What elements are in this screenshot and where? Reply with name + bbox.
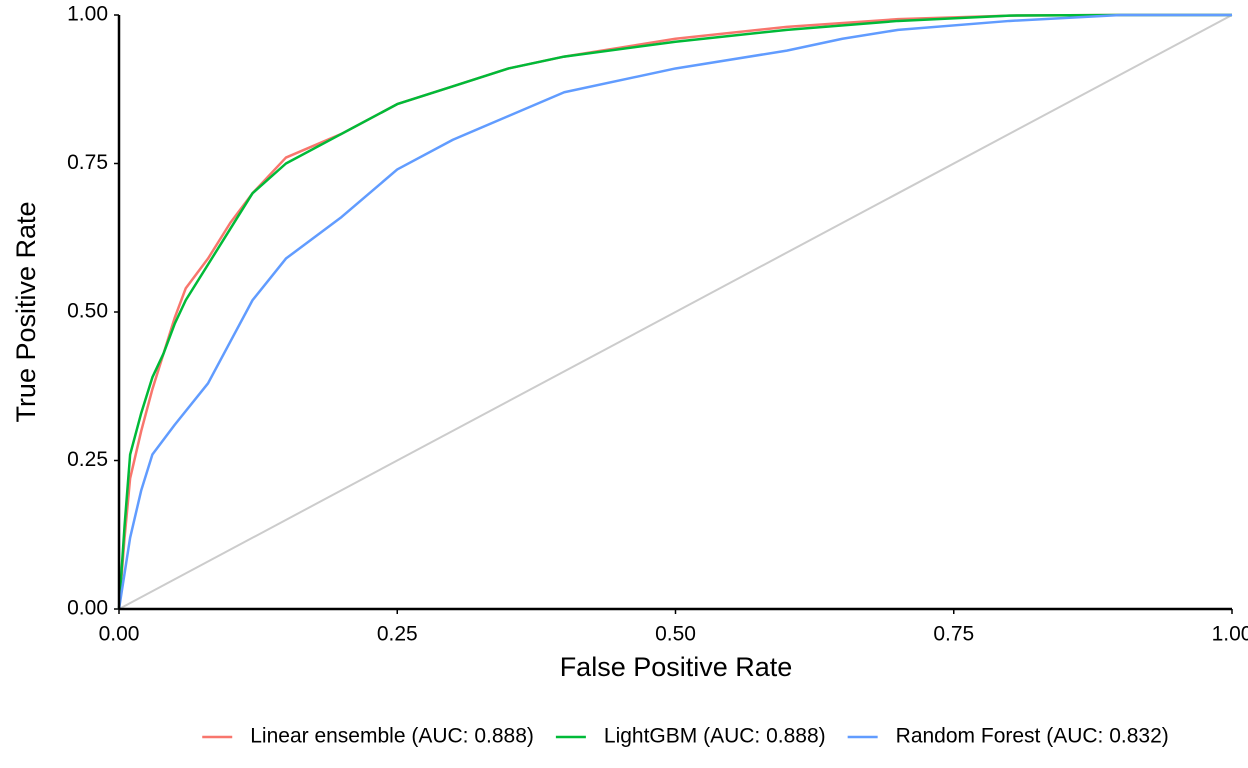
y-tick-label: 1.00	[67, 3, 108, 26]
y-axis-title: True Positive Rate	[11, 201, 41, 422]
roc-line	[117, 13, 1232, 610]
legend-label: LightGBM (AUC: 0.888)	[604, 725, 826, 748]
x-tick-label: 0.75	[933, 623, 974, 646]
legend-label: Linear ensemble (AUC: 0.888)	[250, 725, 534, 748]
x-tick-label: 0.25	[377, 623, 418, 646]
roc-line	[117, 13, 1232, 610]
x-tick-label: 0.50	[655, 623, 696, 646]
roc-line	[117, 13, 1232, 610]
x-tick-label: 1.00	[1212, 623, 1248, 646]
legend-label: Random Forest (AUC: 0.832)	[896, 725, 1169, 748]
y-tick-label: 0.75	[67, 151, 108, 174]
reference-diagonal	[118, 14, 1233, 610]
y-tick-label: 0.00	[67, 597, 108, 620]
x-axis-title: False Positive Rate	[560, 652, 793, 682]
y-tick-label: 0.25	[67, 448, 108, 471]
x-tick-label: 0.00	[99, 623, 140, 646]
y-tick-label: 0.50	[67, 300, 108, 323]
